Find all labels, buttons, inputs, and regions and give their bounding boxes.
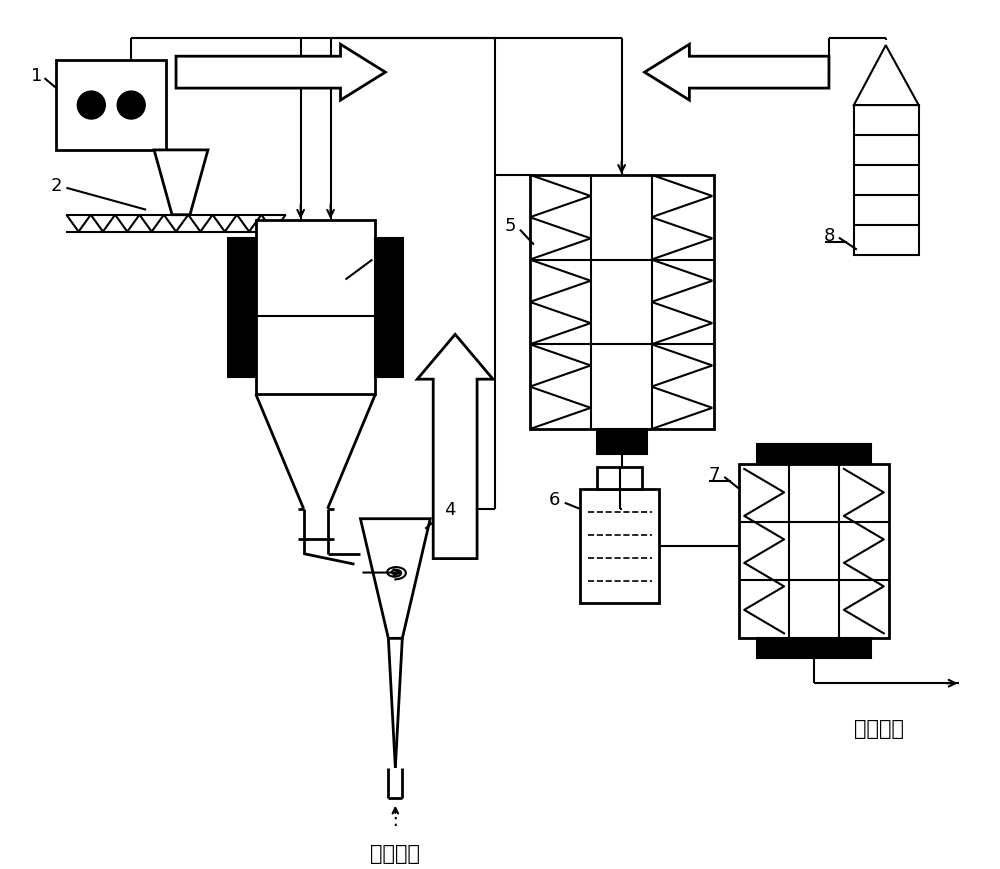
Bar xyxy=(597,429,647,454)
Bar xyxy=(256,221,375,395)
Polygon shape xyxy=(176,45,385,101)
Text: 4: 4 xyxy=(444,501,456,518)
Polygon shape xyxy=(645,45,829,101)
Polygon shape xyxy=(154,150,208,216)
Text: 1: 1 xyxy=(31,67,42,85)
Text: ⋮: ⋮ xyxy=(386,808,405,827)
Text: 2: 2 xyxy=(51,176,62,195)
Text: 8: 8 xyxy=(823,227,835,244)
Bar xyxy=(757,444,871,464)
Circle shape xyxy=(117,92,145,120)
Text: 7: 7 xyxy=(709,465,720,483)
Polygon shape xyxy=(360,519,430,639)
Text: 3: 3 xyxy=(375,246,386,264)
Text: 6: 6 xyxy=(549,490,561,508)
Polygon shape xyxy=(417,335,493,559)
Bar xyxy=(56,61,166,150)
Bar xyxy=(854,106,919,255)
Polygon shape xyxy=(854,46,919,106)
Circle shape xyxy=(77,92,105,120)
Bar xyxy=(530,176,714,429)
Text: 氢气产品: 氢气产品 xyxy=(854,719,904,738)
Bar xyxy=(739,464,889,639)
Bar xyxy=(757,639,871,659)
Bar xyxy=(228,238,256,378)
Text: 5: 5 xyxy=(504,216,516,235)
Bar xyxy=(597,468,642,489)
Bar xyxy=(375,238,403,378)
Text: 固体产物: 固体产物 xyxy=(370,843,420,863)
Bar xyxy=(580,489,659,604)
